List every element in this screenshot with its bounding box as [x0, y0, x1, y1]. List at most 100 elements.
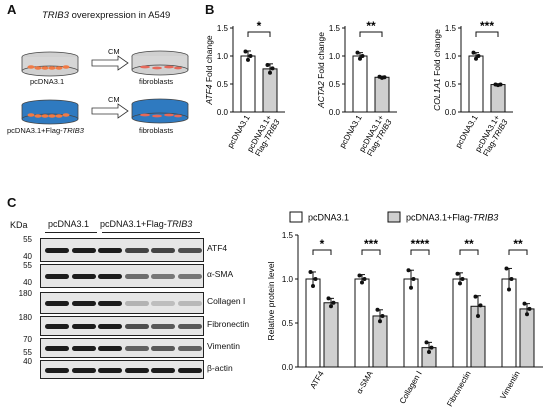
dish-fibroblasts-2	[131, 98, 189, 124]
data-point	[357, 273, 362, 278]
data-point	[409, 285, 413, 290]
significance-stars: **	[464, 237, 474, 251]
blot-strip	[40, 264, 204, 288]
legend-swatch	[289, 211, 303, 223]
significance-stars: **	[366, 19, 376, 33]
data-point	[473, 294, 478, 299]
significance-stars: ***	[480, 19, 494, 33]
data-point	[527, 306, 532, 311]
lane-group-2-underline	[102, 232, 200, 233]
legend-swatch	[387, 211, 401, 223]
bar	[501, 278, 517, 368]
kda-marker: 40	[23, 252, 32, 261]
significance-bracket	[359, 31, 383, 37]
cm-arrow-1	[91, 55, 129, 71]
kda-marker: 40	[23, 357, 32, 366]
y-axis-label-text: Fold change	[205, 35, 214, 84]
data-point	[411, 277, 416, 281]
legend-label-text: pcDNA3.1+Flag-	[406, 213, 473, 223]
data-point	[380, 313, 385, 318]
cm-arrow-2	[91, 103, 129, 119]
y-tick-label: 0.5	[329, 80, 341, 89]
significance-stars: *	[320, 237, 325, 251]
data-point	[429, 345, 434, 350]
bar	[372, 315, 388, 368]
data-point	[248, 54, 253, 58]
y-tick-label: 1.5	[217, 24, 229, 33]
x-tick-label: Collagen Ⅰ	[398, 370, 424, 406]
legend-label-gene: TRIB3	[473, 213, 499, 223]
data-point	[329, 304, 333, 309]
data-point	[270, 66, 275, 71]
kda-marker: 70	[23, 335, 32, 344]
data-point	[362, 277, 367, 281]
bar	[403, 278, 419, 368]
y-tick-label: 1.0	[217, 52, 229, 61]
blot-band	[45, 301, 69, 306]
significance-bracket	[475, 31, 499, 37]
lane-group-1-underline	[45, 232, 97, 233]
blot-band	[45, 367, 69, 373]
blot-band	[45, 248, 69, 253]
significance-bracket	[312, 249, 332, 255]
blot-row-label: ATF4	[207, 243, 228, 253]
panel-letter-a: A	[7, 2, 17, 17]
blot-band	[177, 248, 202, 253]
kda-marker: 40	[23, 278, 32, 287]
y-tick-label: 1.5	[329, 24, 341, 33]
y-axis-label: ATF4 Fold change	[205, 35, 214, 106]
blot-band	[45, 274, 69, 279]
blot-band	[98, 274, 122, 279]
blot-band	[177, 324, 202, 329]
x-tick-label: ATF4	[308, 369, 326, 390]
data-point	[406, 268, 411, 273]
bar	[468, 55, 484, 113]
row2-right-label: fibroblasts	[139, 126, 174, 135]
data-point	[474, 56, 478, 61]
y-axis-label-gene: COL1A1	[432, 78, 442, 111]
y-tick-label: 0.5	[445, 80, 457, 89]
blot-band	[124, 367, 149, 373]
x-tick-label: pcDNA3.1+Flag-TRIB3	[357, 113, 393, 158]
bar	[262, 68, 278, 113]
data-point	[471, 50, 476, 55]
kda-marker: 55	[23, 235, 32, 244]
blot-band	[45, 346, 69, 351]
data-point	[268, 70, 272, 75]
y-axis-label-gene: ACTA2	[316, 81, 326, 109]
blot-band	[124, 346, 149, 351]
x-tick-label: Vimentin	[498, 370, 521, 401]
y-axis-label-text: Fold change	[316, 32, 326, 81]
kda-marker: 55	[23, 348, 32, 357]
data-point	[522, 301, 527, 306]
data-point	[308, 269, 313, 274]
x-tick-label: Fibronectin	[445, 370, 473, 409]
panel-a-title: TRIB3 overexpression in A549	[42, 10, 171, 21]
cm-label-2: CM	[108, 95, 120, 104]
y-axis-label: Relative protein level	[266, 261, 276, 340]
y-tick-label: 0.5	[282, 319, 294, 328]
significance-stars: **	[513, 237, 523, 251]
kda-marker: 180	[18, 313, 32, 322]
y-axis-label: ACTA2 Fold change	[316, 32, 326, 109]
significance-bracket	[508, 249, 528, 255]
bar	[354, 278, 370, 368]
bar	[352, 55, 368, 113]
blot-strip	[40, 338, 204, 358]
bar	[374, 76, 390, 113]
data-point	[360, 280, 364, 285]
coculture-diagram	[21, 50, 189, 125]
blot-band	[45, 324, 69, 329]
data-point	[246, 57, 250, 62]
y-tick-label: 0.5	[217, 80, 229, 89]
significance-stars: ****	[411, 237, 430, 251]
blot-band	[151, 367, 175, 373]
blot-band	[71, 274, 96, 279]
blot-band	[124, 324, 149, 329]
data-point	[525, 312, 529, 317]
dish-trib3-cells	[21, 99, 79, 125]
y-tick-label: 1.5	[282, 231, 294, 240]
blot-band	[98, 301, 122, 306]
data-point	[355, 50, 360, 55]
